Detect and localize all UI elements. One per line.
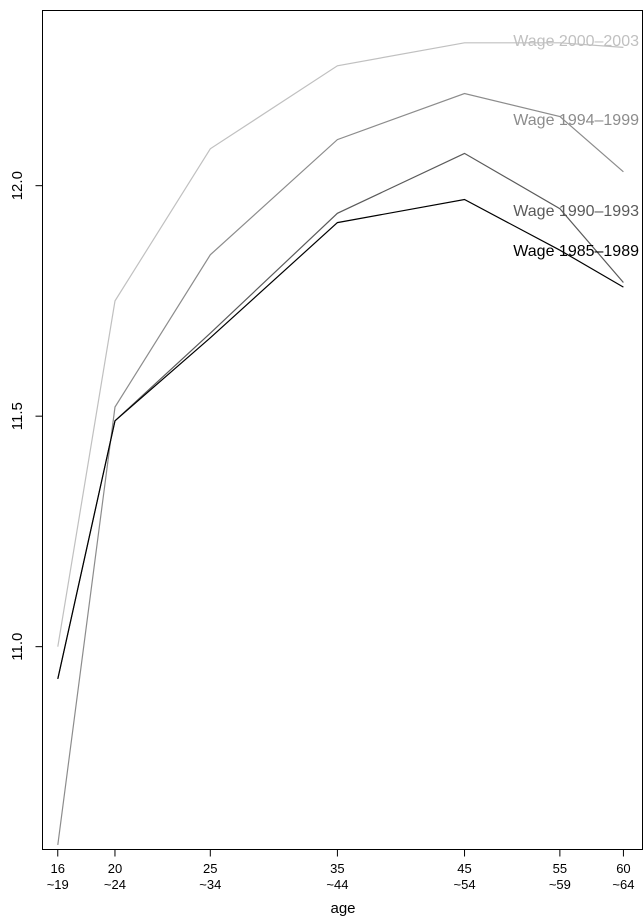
x-tick-label-bottom: ~34 [199, 877, 221, 892]
x-tick-label-top: 35 [330, 861, 344, 876]
y-axis: 11.0 11.5 12.0 [9, 171, 43, 661]
series-label: Wage 2000–2003 [513, 33, 639, 50]
x-tick-label-top: 25 [203, 861, 217, 876]
x-tick-label-bottom: ~54 [454, 877, 476, 892]
x-axis-title: age [330, 900, 355, 917]
x-tick-label-top: 45 [457, 861, 471, 876]
series-line [57, 92, 624, 845]
series-labels: Wage 2000–2003 Wage 1994–1999 Wage 1990–19… [513, 33, 639, 260]
x-tick-label-top: 55 [553, 861, 567, 876]
series-line [57, 152, 624, 680]
series-label: Wage 1994–1999 [513, 112, 639, 129]
x-tick-label-top: 16 [51, 861, 65, 876]
series-line [57, 42, 624, 647]
x-tick-label-top: 60 [616, 861, 630, 876]
series-line [57, 198, 624, 680]
y-tick-label: 11.5 [9, 402, 26, 430]
plot-frame [42, 10, 643, 850]
series-label: Wage 1990–1993 [513, 203, 639, 220]
x-tick-label-bottom: ~59 [549, 877, 571, 892]
series-lines [57, 42, 624, 845]
series-label: Wage 1985–1989 [513, 243, 639, 260]
x-tick-label-bottom: ~24 [104, 877, 126, 892]
y-tick-label: 12.0 [9, 171, 26, 200]
x-tick-label-bottom: ~64 [612, 877, 634, 892]
x-tick-label-bottom: ~19 [47, 877, 69, 892]
x-axis: 16~19 20~24 25~34 35~44 45~54 55~59 60~64 [47, 849, 634, 892]
x-tick-label-bottom: ~44 [326, 877, 348, 892]
x-tick-label-top: 20 [108, 861, 122, 876]
y-tick-label: 11.0 [9, 633, 26, 661]
